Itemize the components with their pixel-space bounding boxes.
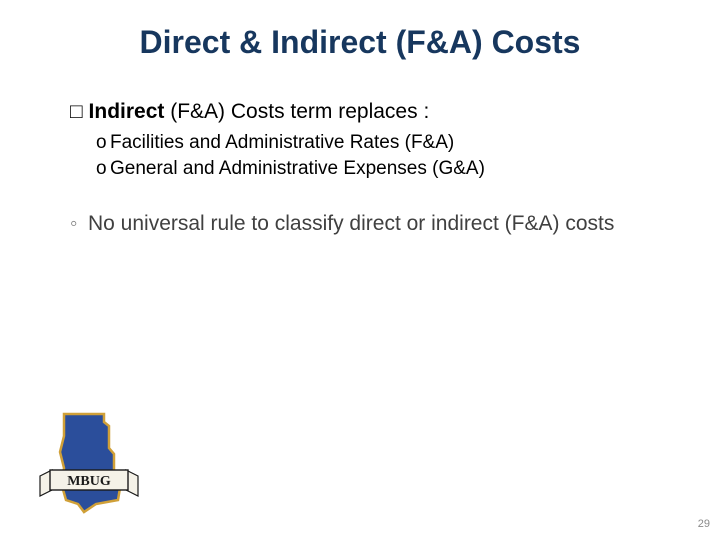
bullet-indirect-replaces: □ Indirect (F&A) Costs term replaces : (70, 100, 660, 124)
bullet-no-universal-rule: ◦No universal rule to classify direct or… (70, 211, 660, 237)
page-number: 29 (698, 518, 710, 530)
slide-title: Direct & Indirect (F&A) Costs (0, 24, 720, 61)
sub-bullet-text: General and Administrative Expenses (G&A… (110, 158, 485, 179)
sub-bullet-general: oGeneral and Administrative Expenses (G&… (96, 156, 660, 182)
mbug-logo: MBUG (34, 408, 144, 518)
sub-bullet-text: Facilities and Administrative Rates (F&A… (110, 132, 454, 153)
slide: { "title": { "text": "Direct & Indirect … (0, 0, 720, 540)
bullet-lead-bold: Indirect (89, 100, 165, 123)
sub-bullet-facilities: oFacilities and Administrative Rates (F&… (96, 130, 660, 156)
sub-bullet-marker-icon: o (96, 156, 110, 182)
bullet-rest: (F&A) Costs term replaces : (164, 100, 429, 123)
state-shape-icon (60, 414, 120, 512)
bullet2-text: No universal rule to classify direct or … (88, 212, 614, 235)
square-bullet-icon: □ (70, 100, 83, 124)
sub-bullet-marker-icon: o (96, 130, 110, 156)
slide-body: □ Indirect (F&A) Costs term replaces : o… (70, 100, 660, 238)
hollow-bullet-icon: ◦ (70, 211, 88, 237)
logo-text: MBUG (67, 474, 111, 489)
